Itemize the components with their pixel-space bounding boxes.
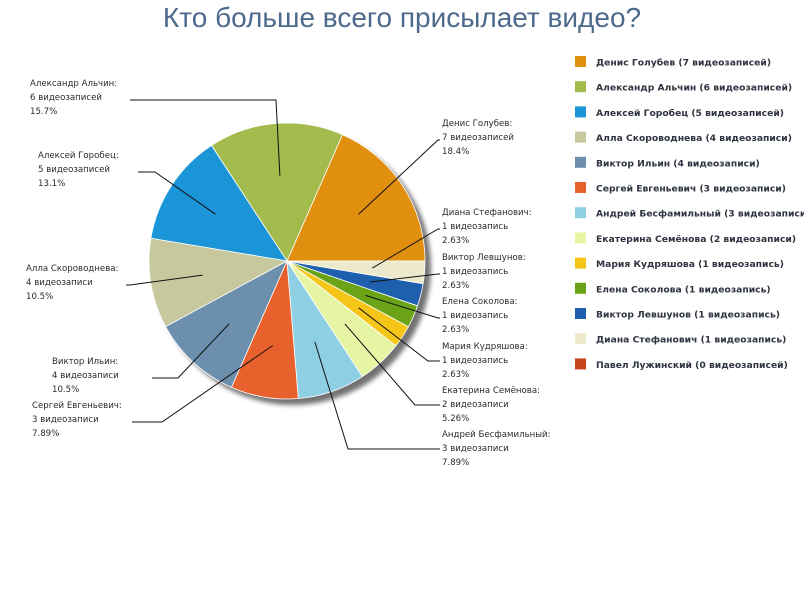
leader-line <box>358 139 440 215</box>
slice-label-name: Алексей Горобец: <box>38 151 119 161</box>
legend-item-label: Мария Кудряшова (1 видеозапись) <box>596 259 784 270</box>
slice-label-count: 4 видеозаписи <box>26 278 93 288</box>
slice-label: Диана Стефанович: 1 видеозапись 2.63% <box>442 208 532 246</box>
legend-swatch <box>575 207 586 219</box>
slice-label-percent: 7.89% <box>442 458 469 468</box>
slice-label-percent: 2.63% <box>442 236 469 246</box>
slice-label-percent: 10.5% <box>52 385 79 395</box>
slice-label-name: Диана Стефанович: <box>442 208 532 218</box>
slice-label-count: 4 видеозаписи <box>52 371 119 381</box>
legend-swatch <box>575 131 586 143</box>
legend-swatch <box>575 308 586 319</box>
slice-label-count: 1 видеозапись <box>442 311 508 321</box>
slice-label-percent: 18.4% <box>442 147 469 157</box>
slice-label-name: Александр Альчин: <box>30 79 117 89</box>
slice-label-name: Сергей Евгеньевич: <box>32 401 122 411</box>
slice-label-count: 1 видеозапись <box>442 222 508 232</box>
legend-item-label: Андрей Бесфамильный (3 видеозаписи) <box>596 209 804 220</box>
legend-item-label: Елена Соколова (1 видеозапись) <box>596 284 771 295</box>
slice-label: Александр Альчин: 6 видеозаписей 15.7% <box>30 79 117 117</box>
legend-item-label: Павел Лужинский (0 видеозаписей) <box>596 360 788 371</box>
legend-item-label: Денис Голубев (7 видеозаписей) <box>596 58 771 69</box>
slice-label-percent: 7.89% <box>32 429 59 439</box>
slice-label-name: Виктор Ильин: <box>52 357 118 367</box>
legend-item-label: Виктор Левшунов (1 видеозапись) <box>596 310 780 321</box>
leader-line <box>130 99 281 176</box>
pie-slice <box>286 260 426 285</box>
legend-swatch <box>575 56 586 67</box>
leader-line <box>344 323 440 406</box>
slice-label: Елена Соколова: 1 видеозапись 2.63% <box>442 297 518 335</box>
leader-line <box>126 274 203 286</box>
slice-label-name: Мария Кудряшова: <box>442 342 528 352</box>
slice-label-count: 5 видеозаписей <box>38 165 110 175</box>
slice-label-count: 2 видеозаписи <box>442 400 509 410</box>
legend-swatch <box>575 106 586 118</box>
leader-line <box>372 228 440 269</box>
slice-label-name: Андрей Бесфамильный: <box>442 430 551 440</box>
chart-title: Кто больше всего присылает видео? <box>162 2 642 33</box>
leader-line <box>314 341 440 450</box>
legend-item-label: Екатерина Семёнова (2 видеозаписи) <box>596 234 796 245</box>
slice-label: Виктор Ильин: 4 видеозаписи 10.5% <box>52 357 119 395</box>
slice-label: Сергей Евгеньевич: 3 видеозаписи 7.89% <box>32 401 122 439</box>
legend-swatch <box>575 182 586 193</box>
slice-label-percent: 5.26% <box>442 414 469 424</box>
legend-swatch <box>575 257 586 269</box>
slice-label-percent: 15.7% <box>30 107 57 117</box>
slice-label-name: Екатерина Семёнова: <box>442 386 540 396</box>
slice-label-count: 6 видеозаписей <box>30 93 102 103</box>
legend-item-label: Виктор Ильин (4 видеозаписи) <box>596 158 760 169</box>
legend-swatch <box>575 232 586 244</box>
slice-label-name: Елена Соколова: <box>442 297 518 307</box>
slice-label-percent: 2.63% <box>442 370 469 380</box>
pie-slice <box>165 260 288 388</box>
slice-label-name: Денис Голубев: <box>442 119 512 129</box>
slice-label-percent: 10.5% <box>26 292 53 302</box>
pie-slice <box>150 144 288 262</box>
slice-label: Виктор Левшунов: 1 видеозапись 2.63% <box>442 253 526 291</box>
slice-label-name: Алла Скороводнева: <box>26 264 118 274</box>
pie-slice <box>210 122 343 262</box>
legend-item-label: Алла Скороводнева (4 видеозаписи) <box>596 133 792 144</box>
slice-label: Екатерина Семёнова: 2 видеозаписи 5.26% <box>442 386 540 424</box>
leader-line <box>365 294 440 319</box>
slice-label-percent: 13.1% <box>38 179 65 189</box>
slice-label-count: 3 видеозаписи <box>442 444 509 454</box>
pie-slice <box>286 134 426 262</box>
slice-label: Мария Кудряшова: 1 видеозапись 2.63% <box>442 342 528 380</box>
slice-label: Андрей Бесфамильный: 3 видеозаписи 7.89% <box>442 430 551 468</box>
legend-swatch <box>575 81 586 93</box>
slice-label: Алексей Горобец: 5 видеозаписей 13.1% <box>38 151 119 189</box>
legend-item-label: Сергей Евгеньевич (3 видеозаписи) <box>596 184 786 195</box>
legend-item-label: Алексей Горобец (5 видеозаписей) <box>596 108 784 119</box>
leader-line <box>132 344 274 423</box>
slice-label-name: Виктор Левшунов: <box>442 253 526 263</box>
legend-item-label: Александр Альчин (6 видеозаписей) <box>596 83 792 94</box>
slice-label-count: 7 видеозаписей <box>442 133 514 143</box>
leader-line <box>138 171 216 215</box>
legend-swatch <box>575 156 586 168</box>
pie-slice <box>148 237 289 328</box>
legend-item-label: Диана Стефанович (1 видеозапись) <box>596 335 786 346</box>
slice-label-count: 3 видеозаписи <box>32 415 99 425</box>
slice-label-count: 1 видеозапись <box>442 267 508 277</box>
slice-label: Денис Голубев: 7 видеозаписей 18.4% <box>442 119 514 157</box>
leader-line <box>152 323 230 379</box>
slice-label-count: 1 видеозапись <box>442 356 508 366</box>
leader-line <box>358 307 440 362</box>
slice-label-percent: 2.63% <box>442 325 469 335</box>
legend-swatch <box>575 358 586 370</box>
leader-line <box>369 273 440 283</box>
slice-label-percent: 2.63% <box>442 281 469 291</box>
legend-swatch <box>575 282 586 294</box>
legend-swatch <box>575 333 586 345</box>
slice-label: Алла Скороводнева: 4 видеозаписи 10.5% <box>26 264 118 302</box>
